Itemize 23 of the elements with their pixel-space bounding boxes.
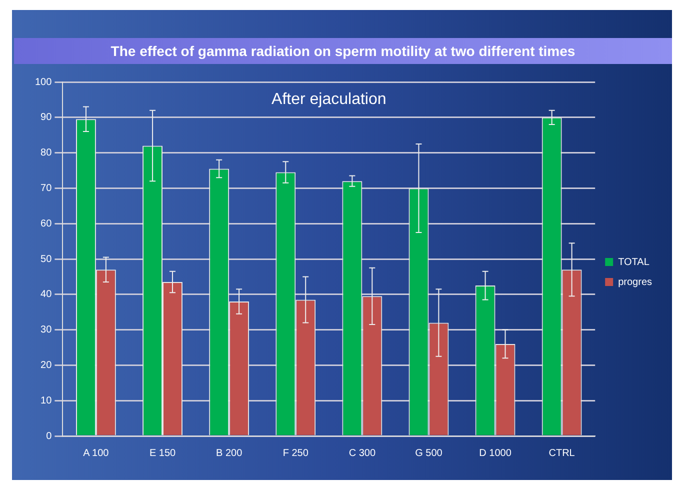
x-tick-label: D 1000 [479,448,512,459]
y-tick-label: 50 [40,254,52,265]
y-tick-label: 10 [40,395,52,406]
chart-title: The effect of gamma radiation on sperm motility at two different times [14,38,672,64]
y-tick-label: 40 [40,289,52,300]
legend-label: TOTAL [618,256,650,268]
y-tick-label: 20 [40,360,52,371]
text: After ejaculation [272,91,386,108]
x-tick-label: A 100 [83,448,110,459]
x-tick-label: G 500 [415,448,443,459]
y-tick-label: 0 [46,430,52,442]
y-tick-label: 90 [40,112,52,124]
legend-label: progres [618,276,652,288]
x-tick-label: E 150 [149,448,176,459]
y-tick-label: 80 [40,148,52,159]
y-tick-label: 100 [34,76,52,88]
y-tick-label: 70 [40,182,52,194]
x-tick-label: C 300 [348,448,376,459]
y-tick-label: 60 [40,218,52,230]
x-tick-label: B 200 [216,448,243,459]
x-tick-label: F 250 [282,448,309,459]
y-tick-label: 30 [40,324,52,336]
x-tick-label: CTRL [548,448,576,459]
